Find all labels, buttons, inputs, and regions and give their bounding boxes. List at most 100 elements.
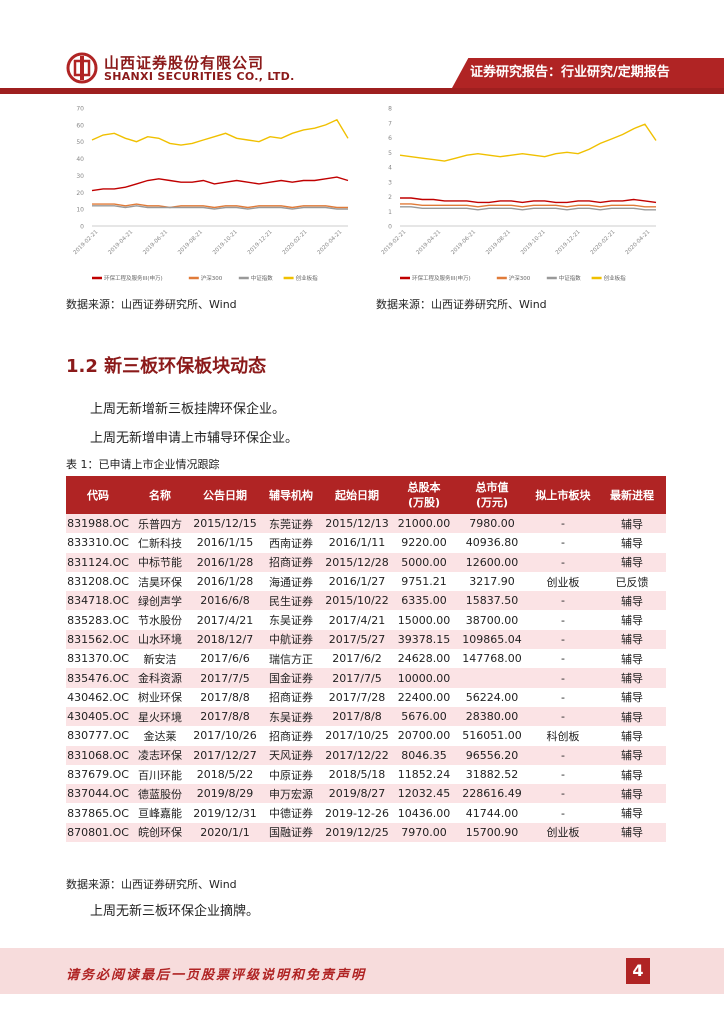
series-line-1 (92, 203, 348, 209)
table-cell: 金科资源 (130, 668, 190, 688)
table-cell: 831988.OC (66, 514, 130, 534)
table-cell: 东吴证券 (260, 610, 322, 630)
series-line-3 (91, 118, 349, 146)
footer-band (0, 948, 724, 994)
table-cell: 21000.00 (392, 514, 456, 534)
table-cell: 东吴证券 (260, 706, 322, 727)
y-tick-label: 20 (76, 190, 84, 197)
table-cell: - (528, 649, 598, 669)
x-tick-label: 2019-10-21 (520, 229, 547, 256)
table-cell: 2016/1/28 (190, 552, 260, 572)
table-cell: 15000.00 (392, 610, 456, 630)
table-cell: 2019/12/31 (190, 803, 260, 823)
table-cell: 2015/12/15 (190, 514, 260, 534)
table-cell: 2016/1/15 (190, 533, 260, 553)
y-tick-label: 0 (80, 224, 84, 231)
table-cell: 7980.00 (456, 514, 528, 534)
legend-label: 环保工程及服务III(申万) (104, 274, 163, 282)
table-row: 837865.OC 亘峰嘉能 2019/12/31 中德证券 2019-12-26 104… (66, 803, 666, 823)
table-row: 831988.OC 乐普四方 2015/12/15 东莞证券 2015/12/13 210… (66, 514, 666, 534)
table-cell: 40936.80 (456, 533, 528, 553)
table-cell: 870801.OC (66, 822, 130, 843)
table-cell: 东莞证券 (260, 514, 322, 534)
table-cell: 亘峰嘉能 (130, 803, 190, 823)
table-cell: 创业板 (528, 571, 598, 592)
company-logo-icon (66, 52, 98, 84)
table-row: 831068.OC 凌志环保 2017/12/27 天风证券 2017/12/22 804… (66, 745, 666, 765)
series-line-0 (91, 176, 349, 192)
table-cell: 831562.OC (66, 629, 130, 650)
company-name-cn: 山西证券股份有限公司 (104, 54, 265, 72)
table-header-cell: 起始日期 (322, 476, 392, 514)
table-cell: 2018/12/7 (190, 629, 260, 650)
y-tick-label: 0 (388, 224, 392, 231)
table-cell: - (528, 533, 598, 553)
table-cell: 中原证券 (260, 764, 322, 785)
table-header-row: 代码 名称 公告日期 辅导机构 起始日期 总股本 (万股) 总市值 (万元) 拟上市板块 最新进程 (66, 476, 666, 514)
table-cell: 乐普四方 (130, 514, 190, 534)
section-title: 1.2 新三板环保板块动态 (66, 356, 267, 377)
table-cell: 830777.OC (66, 726, 130, 746)
table-cell: 2017/8/8 (190, 706, 260, 727)
table-cell: 辅导 (598, 803, 666, 823)
chart-source-left: 数据来源：山西证券研究所、Wind (66, 298, 237, 311)
table-cell: 申万宏源 (260, 784, 322, 804)
table-cell: 辅导 (598, 629, 666, 650)
table-cell: 2019/8/27 (322, 784, 392, 804)
page-number: 4 (626, 958, 650, 984)
table-cell: 辅导 (598, 591, 666, 611)
legend-label: 环保工程及服务III(申万) (412, 274, 471, 282)
table-cell: - (528, 706, 598, 727)
y-tick-label: 40 (76, 156, 84, 163)
table-row: 837044.OC 德蓝股份 2019/8/29 申万宏源 2019/8/27 12032… (66, 784, 666, 804)
table-cell: 辅导 (598, 514, 666, 534)
table-cell: 新安洁 (130, 649, 190, 669)
table-row: 870801.OC 皖创环保 2020/1/1 国融证券 2019/12/25 7970.… (66, 822, 666, 843)
table-cell: 831124.OC (66, 552, 130, 572)
table-cell: 2017/8/8 (190, 687, 260, 707)
table-cell: 辅导 (598, 610, 666, 630)
table-cell: 辅导 (598, 706, 666, 727)
y-tick-label: 30 (76, 173, 84, 180)
table-cell: 节水股份 (130, 610, 190, 630)
table-cell: - (528, 552, 598, 572)
table-cell: 2016/6/8 (190, 591, 260, 611)
table-body: 831988.OC 乐普四方 2015/12/15 东莞证券 2015/12/13 210… (66, 514, 666, 843)
table-cell: 天风证券 (260, 745, 322, 765)
table-cell: 绿创声学 (130, 591, 190, 611)
table-cell: 凌志环保 (130, 745, 190, 765)
table-cell: 山水环境 (130, 629, 190, 650)
table-cell: 2017/12/27 (190, 745, 260, 765)
table-row: 831370.OC 新安洁 2017/6/6 瑞信方正 2017/6/2 24628.00… (66, 649, 666, 669)
table-cell: 430462.OC (66, 687, 130, 707)
table-header-cell: 辅导机构 (260, 476, 322, 514)
table-cell: 中德证券 (260, 803, 322, 823)
series-line-3 (399, 123, 657, 162)
table-cell: 瑞信方正 (260, 649, 322, 669)
y-tick-label: 2 (388, 194, 392, 201)
x-tick-label: 2020-02-21 (590, 229, 617, 256)
table-cell: 24628.00 (392, 649, 456, 669)
table-cell: 831068.OC (66, 745, 130, 765)
table-cell: 海通证券 (260, 571, 322, 592)
table-row: 835283.OC 节水股份 2017/4/21 东吴证券 2017/4/21 15000… (66, 610, 666, 630)
table-row: 834718.OC 绿创声学 2016/6/8 民生证券 2015/10/22 6335.… (66, 591, 666, 611)
table-cell: 56224.00 (456, 687, 528, 707)
table-cell: - (528, 591, 598, 611)
table-cell: 147768.00 (456, 649, 528, 669)
x-tick-label: 2019-04-21 (415, 229, 442, 256)
table-cell: 2017/4/21 (190, 610, 260, 630)
chart-source-right: 数据来源：山西证券研究所、Wind (376, 298, 547, 311)
ipo-tracking-table: 代码 名称 公告日期 辅导机构 起始日期 总股本 (万股) 总市值 (万元) 拟上市板块 最新进程 … (66, 476, 666, 843)
table-cell: - (528, 687, 598, 707)
table-cell: 洁昊环保 (130, 571, 190, 592)
table-cell: 2017/7/5 (190, 668, 260, 688)
table-cell: 星火环境 (130, 706, 190, 727)
table-cell: 96556.20 (456, 745, 528, 765)
company-name-en: SHANXI SECURITIES CO., LTD. (104, 70, 295, 83)
table-cell: 辅导 (598, 726, 666, 746)
table-cell: 837865.OC (66, 803, 130, 823)
legend-label: 中证指数 (251, 274, 274, 282)
table-cell: 已反馈 (598, 571, 666, 592)
